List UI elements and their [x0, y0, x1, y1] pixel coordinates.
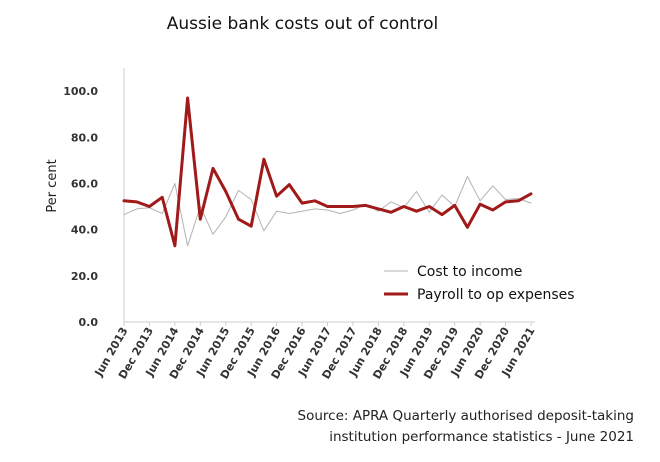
y-tick-labels: 0.0 20.0 40.0 60.0 80.0 100.0: [63, 85, 98, 329]
source-note: Source: APRA Quarterly authorised deposi…: [298, 406, 634, 448]
source-line-2: institution performance statistics - Jun…: [329, 429, 634, 445]
legend-label: Cost to income: [417, 264, 522, 280]
y-axis-label: Per cent: [45, 159, 60, 212]
y-tick-label: 100.0: [63, 85, 98, 98]
legend: Cost to income Payroll to op expenses: [384, 264, 575, 303]
chart-axes: [123, 68, 535, 323]
series-line-cost-to-income: [123, 176, 532, 247]
chart-title: Aussie bank costs out of control: [166, 14, 439, 34]
y-tick-label: 80.0: [71, 131, 98, 144]
y-tick-label: 20.0: [71, 270, 98, 283]
y-tick-label: 60.0: [71, 177, 98, 190]
series-line-payroll-to-op-expenses: [122, 96, 533, 248]
source-line-1: Source: APRA Quarterly authorised deposi…: [297, 408, 634, 424]
legend-label: Payroll to op expenses: [417, 287, 575, 303]
series-lines: [122, 96, 533, 248]
y-tick-label: 40.0: [71, 224, 98, 237]
y-tick-label: 0.0: [79, 316, 99, 329]
